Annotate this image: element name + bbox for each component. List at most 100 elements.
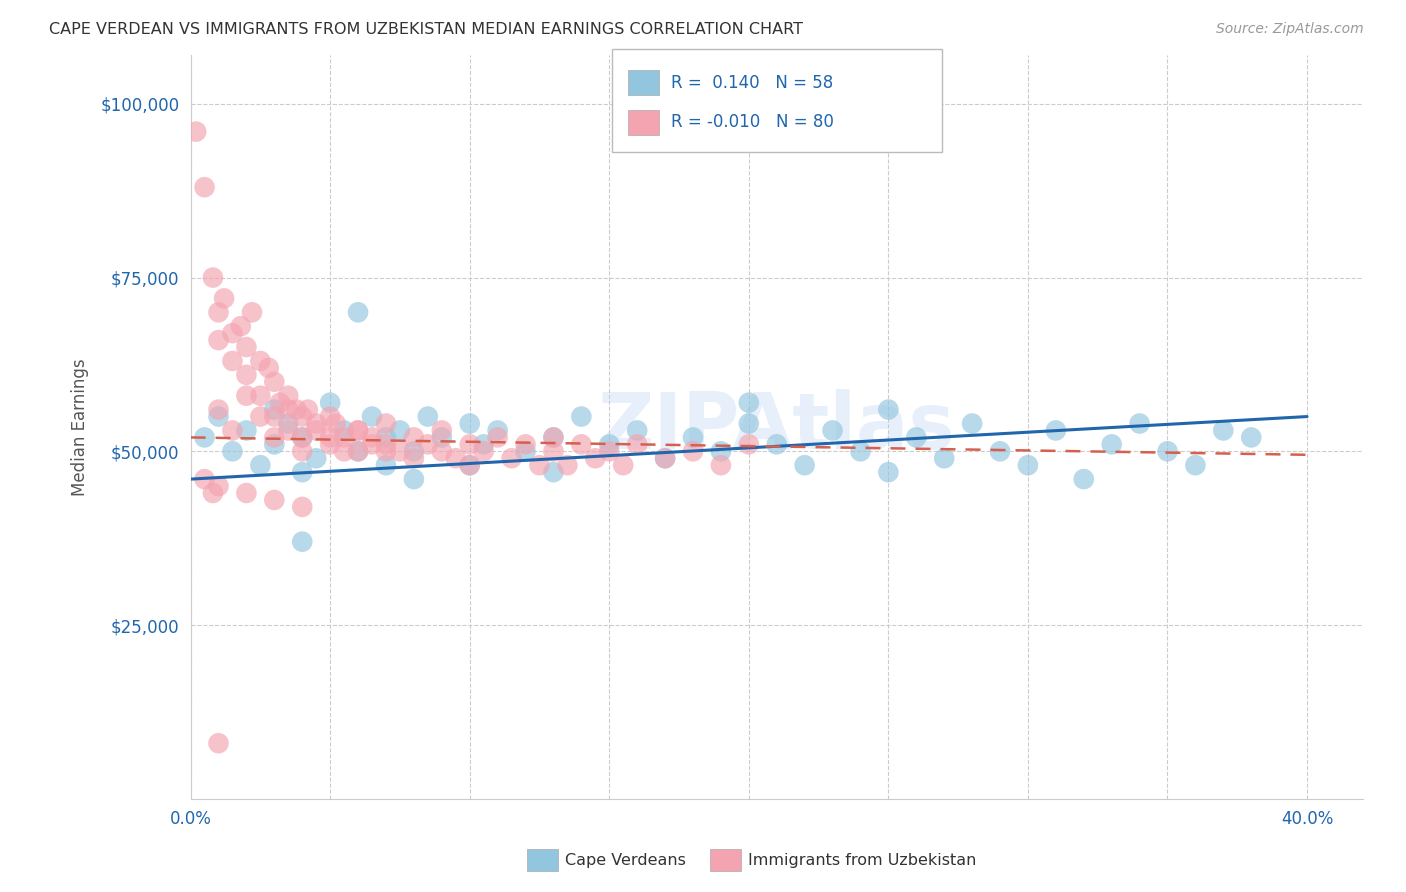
Point [654, 451, 676, 466]
Point [430, 444, 453, 458]
Point [501, 451, 523, 466]
Point [361, 409, 384, 424]
Point [988, 444, 1011, 458]
Point [626, 424, 648, 438]
Point [583, 451, 606, 466]
Text: Immigrants from Uzbekistan: Immigrants from Uzbekistan [748, 854, 976, 868]
Point [291, 534, 314, 549]
Point [710, 444, 733, 458]
Point [430, 430, 453, 444]
Point [402, 451, 425, 466]
Point [263, 437, 285, 451]
Point [388, 444, 411, 458]
Point [1156, 444, 1178, 458]
Point [201, 270, 224, 285]
Point [291, 409, 314, 424]
Point [515, 437, 537, 451]
Point [430, 424, 453, 438]
Point [347, 444, 370, 458]
Point [207, 479, 229, 493]
Point [682, 444, 704, 458]
Point [347, 424, 370, 438]
Point [934, 451, 956, 466]
Point [297, 402, 319, 417]
Point [626, 437, 648, 451]
Point [263, 430, 285, 444]
Point [793, 458, 815, 473]
Point [319, 437, 342, 451]
Point [319, 430, 342, 444]
Point [682, 430, 704, 444]
Point [240, 305, 263, 319]
Point [486, 424, 509, 438]
Point [333, 430, 356, 444]
Point [416, 437, 439, 451]
Point [201, 486, 224, 500]
Point [221, 424, 243, 438]
Point [458, 458, 481, 473]
Point [849, 444, 872, 458]
Point [277, 417, 299, 431]
Point [319, 395, 342, 409]
Point [212, 292, 235, 306]
Point [263, 375, 285, 389]
Point [960, 417, 983, 431]
Point [325, 417, 347, 431]
Point [458, 458, 481, 473]
Point [361, 430, 384, 444]
Point [472, 444, 495, 458]
Point [305, 424, 328, 438]
Point [557, 458, 579, 473]
Text: R = -0.010   N = 80: R = -0.010 N = 80 [671, 113, 834, 131]
Point [333, 444, 356, 458]
Point [598, 444, 620, 458]
Point [347, 305, 370, 319]
Point [235, 424, 257, 438]
Point [229, 319, 252, 334]
Point [361, 437, 384, 451]
Point [249, 354, 271, 368]
Point [375, 430, 398, 444]
Point [305, 451, 328, 466]
Point [416, 409, 439, 424]
Point [543, 430, 565, 444]
Point [221, 444, 243, 458]
Point [877, 402, 900, 417]
Point [269, 395, 291, 409]
Point [347, 444, 370, 458]
Point [207, 409, 229, 424]
Point [1212, 424, 1234, 438]
Point [249, 389, 271, 403]
Point [207, 402, 229, 417]
Point [472, 437, 495, 451]
Point [186, 125, 208, 139]
Point [738, 395, 761, 409]
Point [291, 465, 314, 479]
Point [375, 458, 398, 473]
Point [402, 472, 425, 486]
Point [821, 424, 844, 438]
Point [257, 360, 280, 375]
Point [291, 444, 314, 458]
Point [402, 430, 425, 444]
Point [458, 437, 481, 451]
Point [1045, 424, 1067, 438]
Point [235, 340, 257, 354]
Point [235, 486, 257, 500]
Point [193, 180, 215, 194]
Point [738, 417, 761, 431]
Point [193, 430, 215, 444]
Point [249, 458, 271, 473]
Point [285, 402, 308, 417]
Point [319, 409, 342, 424]
Point [221, 326, 243, 340]
Point [263, 492, 285, 507]
Point [305, 417, 328, 431]
Point [207, 305, 229, 319]
Point [765, 437, 787, 451]
Text: Source: ZipAtlas.com: Source: ZipAtlas.com [1216, 22, 1364, 37]
Point [291, 430, 314, 444]
Point [263, 402, 285, 417]
Point [249, 409, 271, 424]
Text: ZIPAtlas: ZIPAtlas [598, 389, 956, 465]
